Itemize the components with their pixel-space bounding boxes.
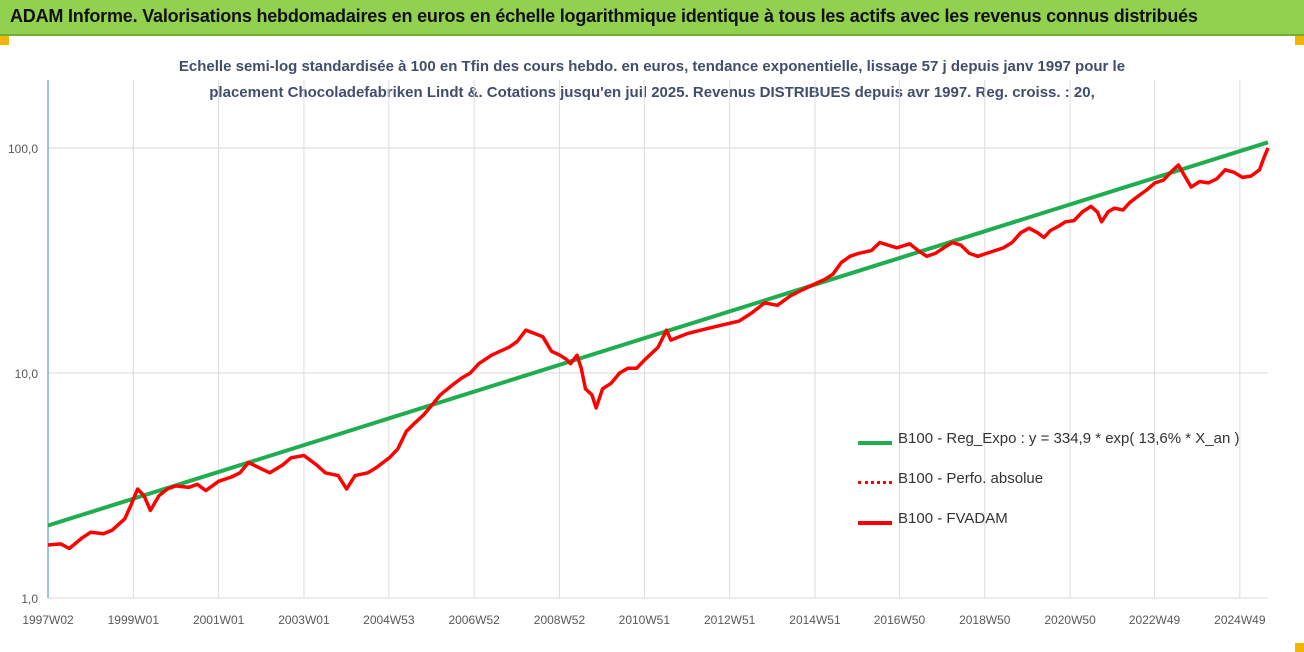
x-tick-label: 1999W01 [108,613,160,627]
series-line-fvadam [47,147,1270,551]
x-tick-label: 2008W52 [534,613,586,627]
header-banner: ADAM Informe. Valorisations hebdomadaire… [0,0,1304,36]
x-tick-label: 1997W02 [22,613,74,627]
x-tick-label: 2014W51 [789,613,841,627]
corner-marker-right [1295,36,1304,45]
x-tick-label: 2001W01 [193,613,245,627]
chart-area: Echelle semi-log standardisée à 100 en T… [0,36,1304,652]
x-tick-label: 2003W01 [278,613,330,627]
x-tick-label: 2020W50 [1044,613,1096,627]
series-line-trend [47,140,1269,528]
x-tick-label: 2016W50 [874,613,926,627]
legend-label-perfo: B100 - Perfo. absolue [898,470,1044,487]
x-tick-label: 2012W51 [704,613,756,627]
legend-swatch-trend [858,441,892,445]
chart-subtitle-line-2: placement Chocoladefabriken Lindt &. Cot… [209,84,1095,101]
legend-label-trend: B100 - Reg_Expo : y = 334,9 * exp( 13,6%… [898,430,1240,447]
x-tick-label: 2006W52 [448,613,500,627]
corner-marker-left [0,36,9,45]
y-tick-label: 100,0 [8,142,38,156]
x-tick-label: 2022W49 [1129,613,1181,627]
x-tick-label: 2004W53 [363,613,415,627]
legend-swatch-perfo [858,481,892,484]
chart-subtitle-line-1: Echelle semi-log standardisée à 100 en T… [178,58,1126,75]
x-tick-label: 2018W50 [959,613,1011,627]
y-tick-label: 1,0 [21,592,38,606]
legend-label-fvadam: B100 - FVADAM [898,510,1008,527]
x-tick-label: 2010W51 [619,613,671,627]
page-title: ADAM Informe. Valorisations hebdomadaire… [10,6,1198,26]
legend-swatch-fvadam [858,521,892,525]
y-tick-label: 10,0 [15,367,39,381]
corner-marker-bottom-right [1295,643,1304,652]
x-tick-label: 2024W49 [1214,613,1266,627]
